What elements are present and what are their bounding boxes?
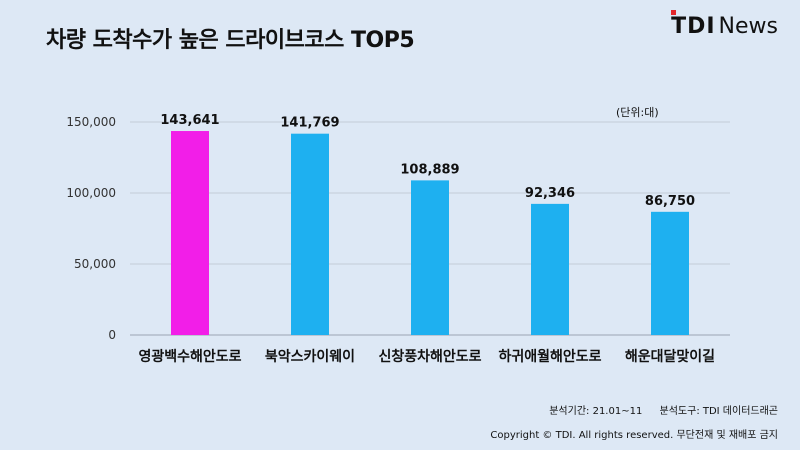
analysis-tool: 분석도구: TDI 데이터드래곤	[659, 406, 778, 417]
data-label: 108,889	[400, 162, 459, 177]
tdi-news-logo: TDI News	[671, 10, 778, 39]
bar	[291, 133, 329, 335]
x-tick-label: 북악스카이웨이	[265, 348, 355, 365]
x-tick-label: 하귀애월해안도로	[498, 348, 601, 365]
bar	[531, 203, 569, 335]
y-tick-label: 50,000	[74, 257, 116, 271]
chart-title: 차량 도착수가 높은 드라이브코스 TOP5	[46, 28, 415, 53]
bar	[411, 180, 449, 335]
data-label: 92,346	[525, 186, 575, 201]
bar	[171, 131, 209, 335]
data-label: 141,769	[280, 116, 339, 131]
bar	[651, 211, 689, 335]
unit-label: (단위:대)	[616, 106, 659, 119]
footer-copyright: Copyright © TDI. All rights reserved. 무단…	[490, 430, 778, 441]
data-label: 86,750	[645, 194, 695, 209]
logo-red-dot	[671, 10, 677, 15]
logo-news-text: News	[718, 14, 778, 39]
y-tick-label: 100,000	[66, 186, 116, 200]
logo-brand-text: TDI	[671, 14, 716, 39]
analysis-period: 분석기간: 21.01~11	[549, 406, 643, 417]
y-tick-label: 0	[108, 328, 116, 342]
data-label: 143,641	[160, 113, 219, 128]
logo-brand: TDI	[671, 10, 716, 39]
x-tick-label: 신창풍차해안도로	[378, 348, 481, 365]
x-tick-label: 영광백수해안도로	[138, 348, 241, 365]
y-tick-label: 150,000	[66, 115, 116, 129]
footer-analysis-info: 분석기간: 21.01~11 분석도구: TDI 데이터드래곤	[535, 402, 778, 417]
x-tick-label: 해운대달맞이길	[625, 348, 715, 365]
